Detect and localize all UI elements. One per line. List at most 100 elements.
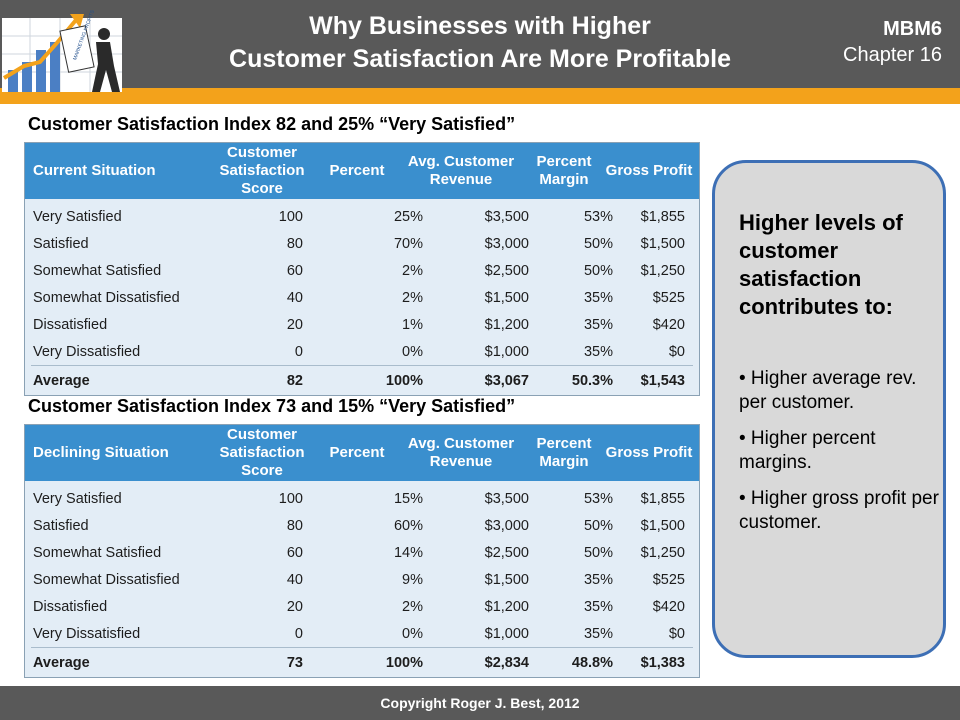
cell-category: Somewhat Satisfied	[33, 544, 162, 561]
cell-percent: 0%	[402, 343, 423, 360]
header-revenue: Avg. Customer Revenue	[407, 435, 515, 470]
callout-bullet: • Higher gross profit per customer.	[739, 488, 939, 533]
page-title: Why Businesses with Higher Customer Sati…	[150, 10, 810, 76]
header-bar	[0, 0, 960, 88]
table-row: Very Satisfied 100 25% $3,500 53% $1,855	[25, 203, 699, 230]
header-percent: Percent	[329, 444, 385, 461]
title-line-1: Why Businesses with Higher	[309, 12, 651, 40]
average-divider	[31, 365, 693, 366]
table-row: Somewhat Dissatisfied 40 2% $1,500 35% $…	[25, 284, 699, 311]
badge-chapter: Chapter 16	[843, 44, 942, 66]
cell-percent: 100%	[385, 654, 423, 671]
cell-gross-profit: $420	[652, 598, 685, 615]
cell-revenue: $3,067	[484, 372, 529, 389]
cell-revenue: $3,500	[484, 208, 529, 225]
cell-gross-profit: $1,855	[640, 208, 685, 225]
cell-gross-profit: $1,500	[640, 235, 685, 252]
cell-revenue: $3,000	[484, 235, 529, 252]
cell-margin: 50%	[583, 235, 613, 252]
header-margin: Percent Margin	[536, 435, 592, 470]
cell-gross-profit: $420	[652, 316, 685, 333]
cell-category: Average	[33, 654, 90, 671]
cell-category: Dissatisfied	[33, 316, 108, 333]
cell-category: Dissatisfied	[33, 598, 108, 615]
cell-percent: 2%	[402, 289, 423, 306]
cell-category: Very Dissatisfied	[33, 625, 141, 642]
cell-margin: 48.8%	[571, 654, 613, 671]
table-body: Very Satisfied 100 15% $3,500 53% $1,855…	[25, 481, 699, 677]
cell-gross-profit: $1,250	[640, 544, 685, 561]
table-row: Dissatisfied 20 1% $1,200 35% $420	[25, 311, 699, 338]
table-row: Very Dissatisfied 0 0% $1,000 35% $0	[25, 338, 699, 365]
table-current-situation: Current Situation Customer Satisfaction …	[24, 142, 700, 396]
cell-margin: 35%	[583, 571, 613, 588]
cell-margin: 50%	[583, 262, 613, 279]
cell-percent: 25%	[393, 208, 423, 225]
cell-margin: 50%	[583, 544, 613, 561]
cell-category: Satisfied	[33, 517, 89, 534]
cell-revenue: $1,000	[484, 625, 529, 642]
cell-percent: 60%	[393, 517, 423, 534]
table-header: Declining Situation Customer Satisfactio…	[25, 425, 699, 481]
cell-margin: 35%	[583, 316, 613, 333]
cell-gross-profit: $525	[652, 289, 685, 306]
cell-category: Somewhat Dissatisfied	[33, 571, 180, 588]
cell-revenue: $1,500	[484, 289, 529, 306]
cell-score: 60	[286, 262, 303, 279]
cell-score: 100	[278, 490, 303, 507]
header-gross-profit: Gross Profit	[605, 444, 693, 461]
cell-percent: 70%	[393, 235, 423, 252]
callout-bullet: • Higher percent margins.	[739, 428, 876, 473]
table-body: Very Satisfied 100 25% $3,500 53% $1,855…	[25, 199, 699, 395]
cell-category: Very Satisfied	[33, 490, 122, 507]
table-row: Somewhat Satisfied 60 2% $2,500 50% $1,2…	[25, 257, 699, 284]
header-margin: Percent Margin	[536, 153, 592, 188]
badge-edition: MBM6	[883, 18, 942, 40]
cell-revenue: $1,000	[484, 343, 529, 360]
cell-margin: 53%	[583, 490, 613, 507]
cell-score: 40	[286, 289, 303, 306]
cell-margin: 35%	[583, 289, 613, 306]
cell-score: 20	[286, 316, 303, 333]
cell-score: 100	[278, 208, 303, 225]
cell-percent: 0%	[402, 625, 423, 642]
table-row: Somewhat Dissatisfied 40 9% $1,500 35% $…	[25, 566, 699, 593]
cell-gross-profit: $1,500	[640, 517, 685, 534]
cell-category: Average	[33, 372, 90, 389]
chapter-badge: MBM6 Chapter 16	[843, 16, 942, 68]
cell-revenue: $3,000	[484, 517, 529, 534]
table-row: Satisfied 80 60% $3,000 50% $1,500	[25, 512, 699, 539]
cell-category: Somewhat Satisfied	[33, 262, 162, 279]
cell-score: 80	[286, 517, 303, 534]
cell-percent: 14%	[393, 544, 423, 561]
average-divider	[31, 647, 693, 648]
header-situation: Current Situation	[33, 162, 156, 179]
cell-score: 0	[294, 625, 303, 642]
header-score: Customer Satisfaction Score	[219, 144, 305, 197]
cell-score: 0	[294, 343, 303, 360]
table-declining-situation: Declining Situation Customer Satisfactio…	[24, 424, 700, 678]
table-row-average: Average 73 100% $2,834 48.8% $1,383	[25, 648, 699, 677]
cell-gross-profit: $0	[668, 343, 685, 360]
cell-gross-profit: $525	[652, 571, 685, 588]
cell-revenue: $2,500	[484, 544, 529, 561]
benefits-callout: Higher levels of customer satisfaction c…	[712, 160, 946, 658]
cell-score: 73	[286, 654, 303, 671]
cell-category: Satisfied	[33, 235, 89, 252]
cell-margin: 35%	[583, 625, 613, 642]
callout-heading: Higher levels of customer satisfaction c…	[739, 210, 903, 319]
cell-category: Very Dissatisfied	[33, 343, 141, 360]
cell-margin: 35%	[583, 598, 613, 615]
header-revenue: Avg. Customer Revenue	[407, 153, 515, 188]
header-gross-profit: Gross Profit	[605, 162, 693, 179]
cell-margin: 53%	[583, 208, 613, 225]
caption-declining: Customer Satisfaction Index 73 and 15% “…	[28, 396, 516, 416]
callout-bullet: • Higher average rev. per customer.	[739, 368, 917, 413]
cell-gross-profit: $1,855	[640, 490, 685, 507]
caption-current: Customer Satisfaction Index 82 and 25% “…	[28, 114, 516, 134]
cell-score: 60	[286, 544, 303, 561]
cell-percent: 2%	[402, 598, 423, 615]
cell-gross-profit: $0	[668, 625, 685, 642]
cell-revenue: $2,500	[484, 262, 529, 279]
table-row: Very Dissatisfied 0 0% $1,000 35% $0	[25, 620, 699, 647]
